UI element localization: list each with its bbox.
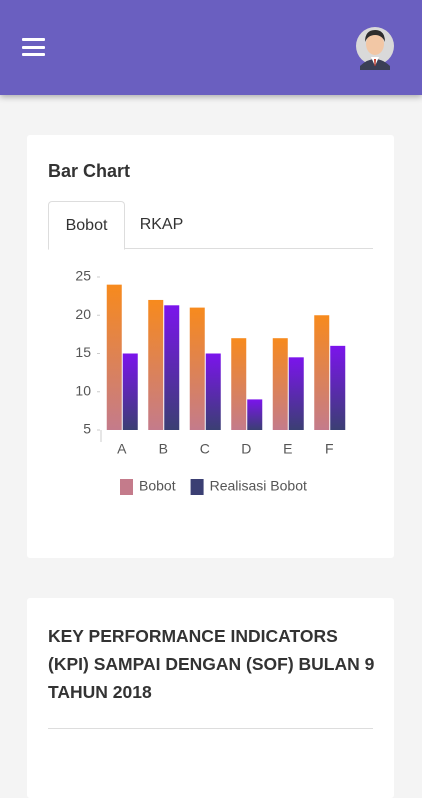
y-tick-label: 15 bbox=[75, 344, 91, 360]
bar bbox=[247, 399, 263, 430]
menu-button[interactable] bbox=[22, 38, 45, 56]
chart: 5 10 15 20 25 A B C D E F Bobot Realisasi Bobot bbox=[75, 268, 346, 495]
bar bbox=[288, 357, 304, 430]
legend-label: Bobot bbox=[139, 478, 176, 494]
y-tick-label: 20 bbox=[75, 306, 91, 322]
tab-bar: Bobot RKAP bbox=[48, 201, 373, 250]
x-tick-label: C bbox=[200, 441, 210, 457]
bar bbox=[314, 315, 330, 430]
kpi-title: KEY PERFORMANCE INDICATORS (KPI) SAMPAI … bbox=[48, 626, 375, 702]
divider bbox=[48, 728, 373, 729]
card-title: Bar Chart bbox=[48, 161, 131, 181]
bar bbox=[106, 284, 122, 430]
y-tick-label: 5 bbox=[83, 421, 91, 437]
bar bbox=[189, 307, 205, 430]
bar bbox=[164, 305, 180, 430]
legend-swatch bbox=[190, 479, 204, 495]
legend-label: Realisasi Bobot bbox=[210, 478, 307, 494]
x-tick-label: B bbox=[159, 441, 168, 457]
x-tick-label: F bbox=[325, 441, 334, 457]
x-tick-label: A bbox=[117, 441, 127, 457]
bar bbox=[148, 299, 164, 430]
bar bbox=[330, 345, 346, 430]
tab[interactable]: Bobot bbox=[48, 201, 125, 250]
bar-chart-card: Bar Chart Bobot RKAP 5 10 15 20 25 A B C D E F Bobo… bbox=[27, 135, 394, 558]
tab[interactable]: RKAP bbox=[139, 216, 184, 233]
bar bbox=[231, 338, 247, 430]
bar bbox=[272, 338, 288, 430]
avatar[interactable] bbox=[355, 22, 395, 70]
legend-swatch bbox=[120, 479, 133, 495]
bar bbox=[122, 353, 138, 430]
x-tick-label: D bbox=[241, 441, 251, 457]
y-tick-label: 25 bbox=[75, 268, 91, 284]
app-header bbox=[0, 0, 422, 95]
bar bbox=[205, 353, 221, 430]
x-tick-label: E bbox=[283, 441, 292, 457]
y-tick-label: 10 bbox=[75, 382, 91, 398]
kpi-card: KEY PERFORMANCE INDICATORS (KPI) SAMPAI … bbox=[27, 598, 394, 798]
